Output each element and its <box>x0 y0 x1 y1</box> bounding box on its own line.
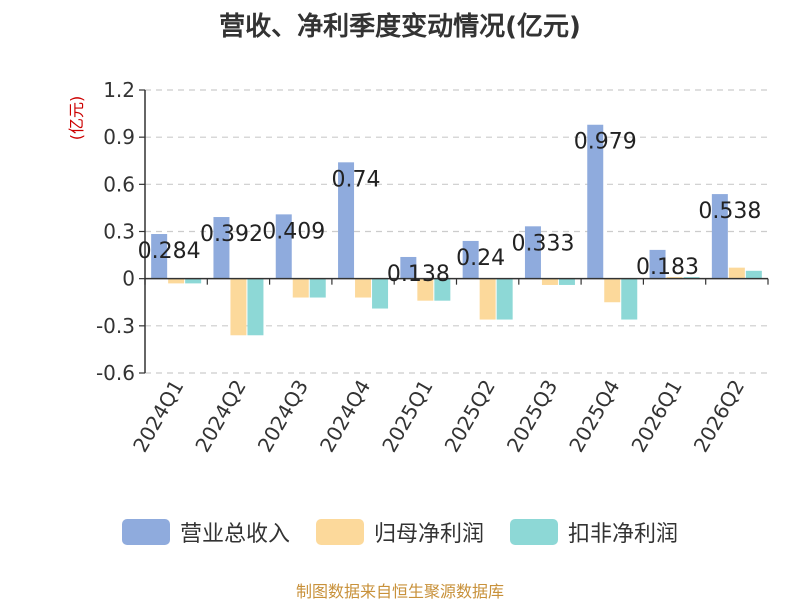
legend-label-revenue: 营业总收入 <box>179 522 290 547</box>
data-label: 0.74 <box>332 167 381 192</box>
legend-label-deducted-net-profit: 扣非净利润 <box>568 522 679 547</box>
data-label: 0.409 <box>262 219 325 244</box>
bar-series-1 <box>151 234 168 279</box>
x-tick-label: 2026Q1 <box>626 376 686 457</box>
data-label: 0.183 <box>636 255 699 280</box>
bar-series-3 <box>372 278 389 309</box>
bar-series-3 <box>309 278 326 298</box>
x-tick-label: 2026Q2 <box>689 376 749 457</box>
bar-series-2 <box>604 278 621 303</box>
grid-layer <box>145 89 768 374</box>
bar-series-1 <box>649 249 666 279</box>
bar-series-2 <box>728 267 745 279</box>
data-label: 0.392 <box>200 222 263 247</box>
bar-series-1 <box>338 162 355 279</box>
x-tick-label: 2025Q2 <box>440 376 500 457</box>
chart-title: 营收、净利季度变动情况(亿元) <box>219 12 581 42</box>
bar-series-3 <box>496 278 513 320</box>
bar-series-2 <box>479 278 496 320</box>
y-tick-label: 1.2 <box>103 78 135 102</box>
legend-item-revenue[interactable]: 营业总收入 <box>121 516 290 548</box>
y-tick-label: -0.6 <box>96 361 135 385</box>
x-tick-label: 2024Q2 <box>190 376 250 457</box>
bar-series-1 <box>462 240 479 279</box>
bar-series-1 <box>213 217 230 279</box>
y-tick-label: 0.6 <box>103 172 135 196</box>
bar-series-2 <box>355 278 372 298</box>
data-label: 0.284 <box>138 239 201 264</box>
bar-series-3 <box>434 278 451 301</box>
y-tick-label: 0 <box>122 267 135 291</box>
bar-series-1 <box>587 124 604 279</box>
bar-series-3 <box>247 278 264 336</box>
bars-layer <box>151 124 762 336</box>
bar-series-2 <box>666 277 683 279</box>
data-label: 0.24 <box>456 246 505 271</box>
data-source-note: 制图数据来自恒生聚源数据库 <box>295 582 504 601</box>
data-label: 0.538 <box>698 199 761 224</box>
legend-swatch-parent-net-profit <box>315 519 364 545</box>
bar-series-1 <box>711 194 728 279</box>
y-tick-label: 0.9 <box>103 125 135 149</box>
x-tick-label: 2024Q1 <box>128 376 188 457</box>
legend-swatch-deducted-net-profit <box>510 519 558 545</box>
x-tick-label: 2024Q4 <box>315 376 375 457</box>
data-label: 0.979 <box>574 130 637 155</box>
x-tick-label: 2025Q4 <box>564 376 624 457</box>
legend: 营业总收入 归母净利润 扣非净利润 <box>0 516 800 548</box>
bar-series-2 <box>541 278 558 285</box>
y-tick-label: -0.3 <box>96 314 135 338</box>
data-label: 0.333 <box>511 231 574 256</box>
bar-series-3 <box>745 270 762 279</box>
legend-item-parent-net-profit[interactable]: 归母净利润 <box>315 516 484 548</box>
bar-series-2 <box>292 278 309 298</box>
bar-series-3 <box>185 278 202 284</box>
x-tick-label: 2024Q3 <box>253 376 313 457</box>
legend-item-deducted-net-profit[interactable]: 扣非净利润 <box>510 516 678 548</box>
y-axis-label: (亿元) <box>67 96 86 141</box>
legend-label-parent-net-profit: 归母净利润 <box>373 522 484 547</box>
bar-series-1 <box>524 226 541 279</box>
bar-series-2 <box>230 278 247 336</box>
bar-series-3 <box>558 278 575 285</box>
y-tick-label: 0.3 <box>103 220 135 244</box>
legend-swatch-revenue <box>121 519 170 545</box>
bar-series-3 <box>621 278 638 320</box>
data-label: 0.138 <box>387 262 450 287</box>
bar-series-2 <box>168 278 185 284</box>
bar-series-1 <box>275 214 292 279</box>
x-tick-label: 2025Q1 <box>377 376 437 457</box>
bar-series-3 <box>683 277 700 279</box>
bar-series-2 <box>417 278 434 301</box>
bar-series-1 <box>400 256 417 279</box>
x-tick-label: 2025Q3 <box>502 376 562 457</box>
